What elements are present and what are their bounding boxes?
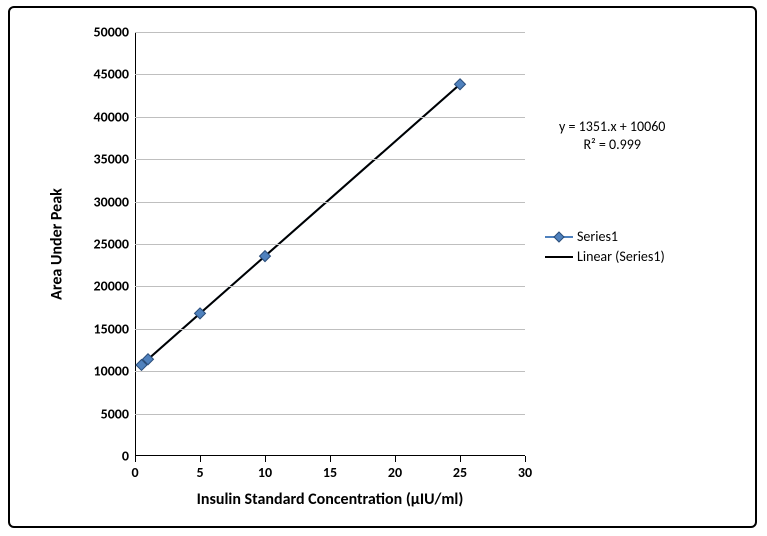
gridline: [135, 159, 525, 160]
gridline: [135, 371, 525, 372]
trendline-equation: y = 1351.x + 10060 R² = 0.999: [559, 118, 665, 154]
legend: Series1 Linear (Series1): [545, 228, 665, 268]
y-tick-label: 30000: [94, 193, 129, 210]
x-tick-label: 15: [323, 464, 337, 481]
x-tick-mark: [460, 456, 461, 462]
trendline: [142, 84, 461, 365]
x-tick-label: 10: [258, 464, 272, 481]
y-tick-label: 20000: [94, 278, 129, 295]
trendline-line-icon: [545, 251, 573, 263]
gridline: [135, 286, 525, 287]
x-tick-mark: [330, 456, 331, 462]
x-tick-label: 20: [388, 464, 402, 481]
x-tick-mark: [200, 456, 201, 462]
y-tick-label: 50000: [94, 24, 129, 41]
y-tick-label: 5000: [101, 405, 129, 422]
legend-label-series1: Series1: [577, 228, 618, 245]
chart-frame: 0 5000 10000 15000 20000 25000 30000 35000 40000…: [8, 6, 757, 528]
legend-label-trendline: Linear (Series1): [577, 248, 665, 265]
x-tick-mark: [135, 456, 136, 462]
x-tick-label: 0: [131, 464, 138, 481]
legend-item-series1: Series1: [545, 228, 665, 245]
equation-line1: y = 1351.x + 10060: [559, 118, 665, 136]
y-tick-label: 0: [122, 448, 129, 465]
x-tick-mark: [395, 456, 396, 462]
gridline: [135, 244, 525, 245]
plot-area: 0500010000150002000025000300003500040000…: [135, 32, 525, 456]
x-tick-mark: [265, 456, 266, 462]
y-tick-label: 10000: [94, 363, 129, 380]
y-tick-label: 45000: [94, 66, 129, 83]
y-tick-label: 25000: [94, 236, 129, 253]
gridline: [135, 74, 525, 75]
legend-item-trendline: Linear (Series1): [545, 248, 665, 265]
gridline: [135, 202, 525, 203]
x-tick-label: 25: [453, 464, 467, 481]
x-axis-title: Insulin Standard Concentration (µIU/ml): [197, 490, 464, 509]
x-tick-label: 5: [196, 464, 203, 481]
gridline: [135, 414, 525, 415]
y-tick-label: 35000: [94, 151, 129, 168]
series1-marker-icon: [545, 231, 573, 243]
gridline: [135, 329, 525, 330]
x-tick-label: 30: [518, 464, 532, 481]
y-tick-label: 15000: [94, 320, 129, 337]
y-tick-label: 40000: [94, 108, 129, 125]
x-tick-mark: [525, 456, 526, 462]
gridline: [135, 117, 525, 118]
gridline: [135, 32, 525, 33]
y-axis-title: Area Under Peak: [48, 188, 67, 300]
equation-line2: R² = 0.999: [559, 136, 665, 154]
